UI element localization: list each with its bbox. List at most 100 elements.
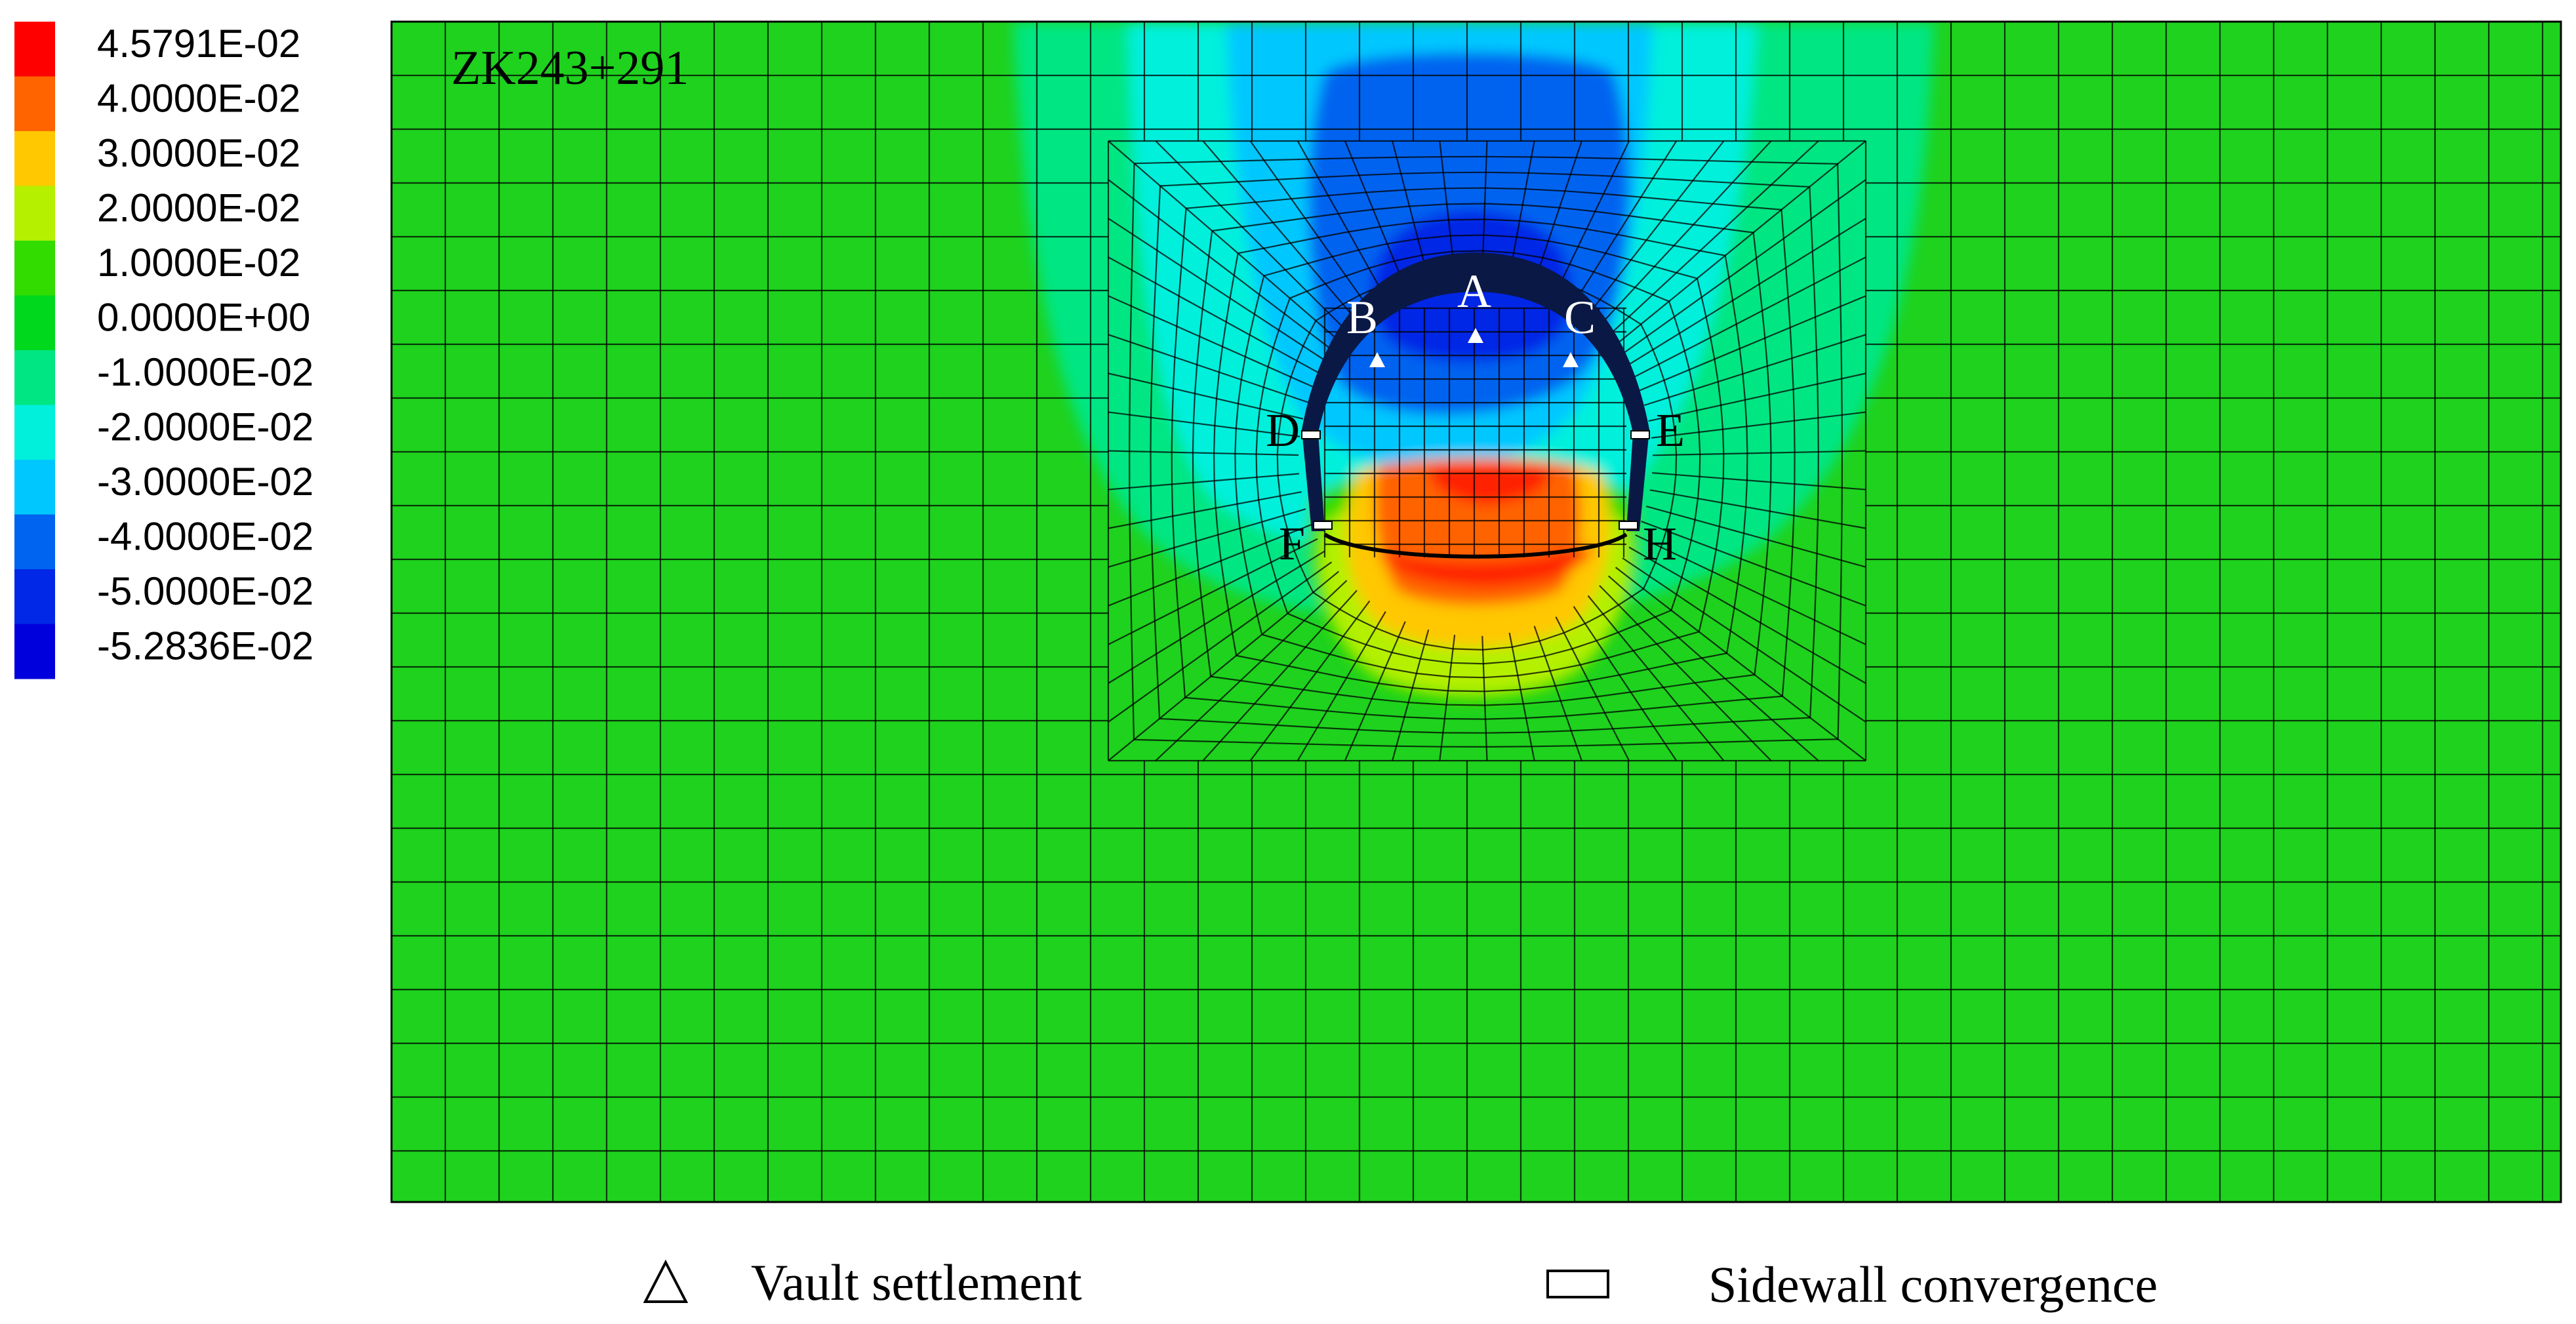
mesh-radial-line: [1643, 334, 1866, 407]
mesh-radial-line: [1635, 534, 1866, 645]
color-legend: 4.5791E-02 4.0000E-02 3.0000E-02 2.0000E-02…: [14, 22, 313, 679]
mesh-ring: [1234, 234, 1725, 679]
mesh-radial-line: [1392, 629, 1430, 761]
mesh-radial-line: [1652, 471, 1866, 491]
mesh-ring: [1213, 218, 1748, 692]
mesh-radial-line: [1202, 590, 1358, 761]
contour-domain: [392, 22, 2561, 1202]
mesh-radial-line: [1108, 538, 1318, 645]
mesh-radial-line: [1155, 580, 1348, 761]
point-label-h: H: [1643, 517, 1677, 570]
sidewall-marker-e: [1630, 430, 1650, 439]
mesh-radial-line: [1108, 571, 1340, 761]
mesh-radial-line: [1619, 179, 1866, 357]
legend-swatch: [14, 460, 55, 515]
mesh-radial-line: [1108, 491, 1302, 529]
mesh-radial-line: [1481, 635, 1488, 761]
mesh-radial-line: [1552, 140, 1630, 300]
mesh-radial-line: [1249, 600, 1371, 761]
mesh-radial-line: [1641, 521, 1866, 607]
point-label-c: C: [1564, 291, 1596, 344]
mesh-radial-line: [1344, 140, 1409, 296]
marker-key: Vault settlement Sidewall convergence: [643, 1254, 2158, 1313]
mesh-radial-line: [1108, 140, 1342, 344]
vault-settlement-caption: Vault settlement: [751, 1254, 1082, 1311]
mesh-radial-line: [1344, 621, 1406, 761]
mesh-radial-line: [1108, 256, 1321, 374]
mesh-radial-line: [1108, 508, 1306, 568]
point-label-b: B: [1346, 291, 1378, 344]
mesh-radial-line: [1155, 140, 1351, 335]
point-label-e: E: [1656, 404, 1685, 456]
mesh-radial-line: [1612, 140, 1866, 348]
legend-label: -1.0000E-02: [97, 350, 313, 394]
mesh-radial-line: [1587, 595, 1725, 761]
sidewall-convergence-caption: Sidewall convergence: [1708, 1256, 2158, 1313]
mesh-radial-line: [1202, 140, 1361, 325]
legend-label: -2.0000E-02: [97, 405, 313, 449]
mesh-radial-line: [1108, 179, 1335, 353]
mesh-radial-line: [1297, 140, 1390, 305]
legend-swatch: [14, 186, 55, 241]
mesh-radial-line: [1108, 218, 1328, 363]
tunnel-invert: [1323, 532, 1628, 559]
mesh-radial-line: [1649, 489, 1866, 529]
sidewall-marker-f: [1313, 521, 1333, 530]
mesh-radial-line: [1605, 140, 1819, 340]
legend-swatch: [14, 405, 55, 460]
vault-marker-c: [1563, 352, 1579, 367]
mesh-radial-line: [1595, 140, 1772, 330]
monitoring-points: A B C D E F H: [1266, 265, 1685, 570]
contour-band-plus-45e-2: [1429, 460, 1549, 505]
mesh-radial-line: [1108, 372, 1304, 420]
mesh-radial-line: [1555, 616, 1630, 761]
mesh-radial-line: [1249, 140, 1374, 315]
legend-swatch: [14, 514, 55, 570]
mesh-radial-line: [1108, 450, 1299, 456]
legend-swatch: [14, 569, 55, 624]
mesh-ring: [1129, 155, 1843, 748]
sidewall-marker-h: [1619, 521, 1638, 530]
mesh-radial-line: [1108, 550, 1325, 684]
vault-marker-b: [1369, 352, 1385, 367]
mesh-ring: [1150, 171, 1819, 734]
point-label-f: F: [1279, 517, 1305, 570]
mesh-radial-line: [1508, 632, 1535, 761]
legend-label: -4.0000E-02: [97, 515, 313, 559]
mesh-radial-line: [1108, 524, 1312, 607]
legend-swatch: [14, 131, 55, 186]
mesh-radial-line: [1108, 561, 1333, 723]
domain-border: [390, 20, 2562, 1203]
sidewall-marker-d: [1301, 430, 1321, 439]
mesh-radial-line: [1651, 411, 1866, 439]
mesh-ring: [1192, 203, 1772, 706]
point-label-d: D: [1266, 404, 1300, 456]
section-label: ZK243+291: [451, 41, 689, 95]
mesh-radial-line: [1607, 575, 1819, 761]
mesh-radial-line: [1648, 372, 1866, 422]
mesh-radial-line: [1108, 295, 1314, 388]
mesh-radial-line: [1533, 626, 1582, 761]
mesh-radial-line: [1645, 505, 1866, 568]
vault-marker-a: [1468, 328, 1483, 343]
legend-label: -3.0000E-02: [97, 460, 313, 504]
legend-swatch: [14, 624, 55, 679]
finite-element-mesh: [392, 22, 2561, 1202]
mesh-radial-line: [1297, 611, 1386, 761]
vault-settlement-symbol: [643, 1259, 689, 1303]
legend-label: 1.0000E-02: [97, 241, 300, 285]
mesh-radial-line: [1439, 634, 1456, 761]
legend-swatch: [14, 76, 55, 132]
legend-label: 2.0000E-02: [97, 186, 300, 230]
mesh-radial-line: [1622, 557, 1866, 723]
legend-swatch: [14, 22, 55, 77]
legend-swatch: [14, 241, 55, 296]
legend-label: 0.0000E+00: [97, 296, 310, 340]
mesh-radial-line: [1628, 546, 1866, 684]
mesh-radial-line: [1632, 256, 1866, 378]
mesh-radial-line: [1108, 411, 1300, 437]
mesh-radial-line: [1573, 606, 1678, 761]
legend-swatch: [14, 295, 55, 351]
legend-label: 3.0000E-02: [97, 131, 300, 175]
